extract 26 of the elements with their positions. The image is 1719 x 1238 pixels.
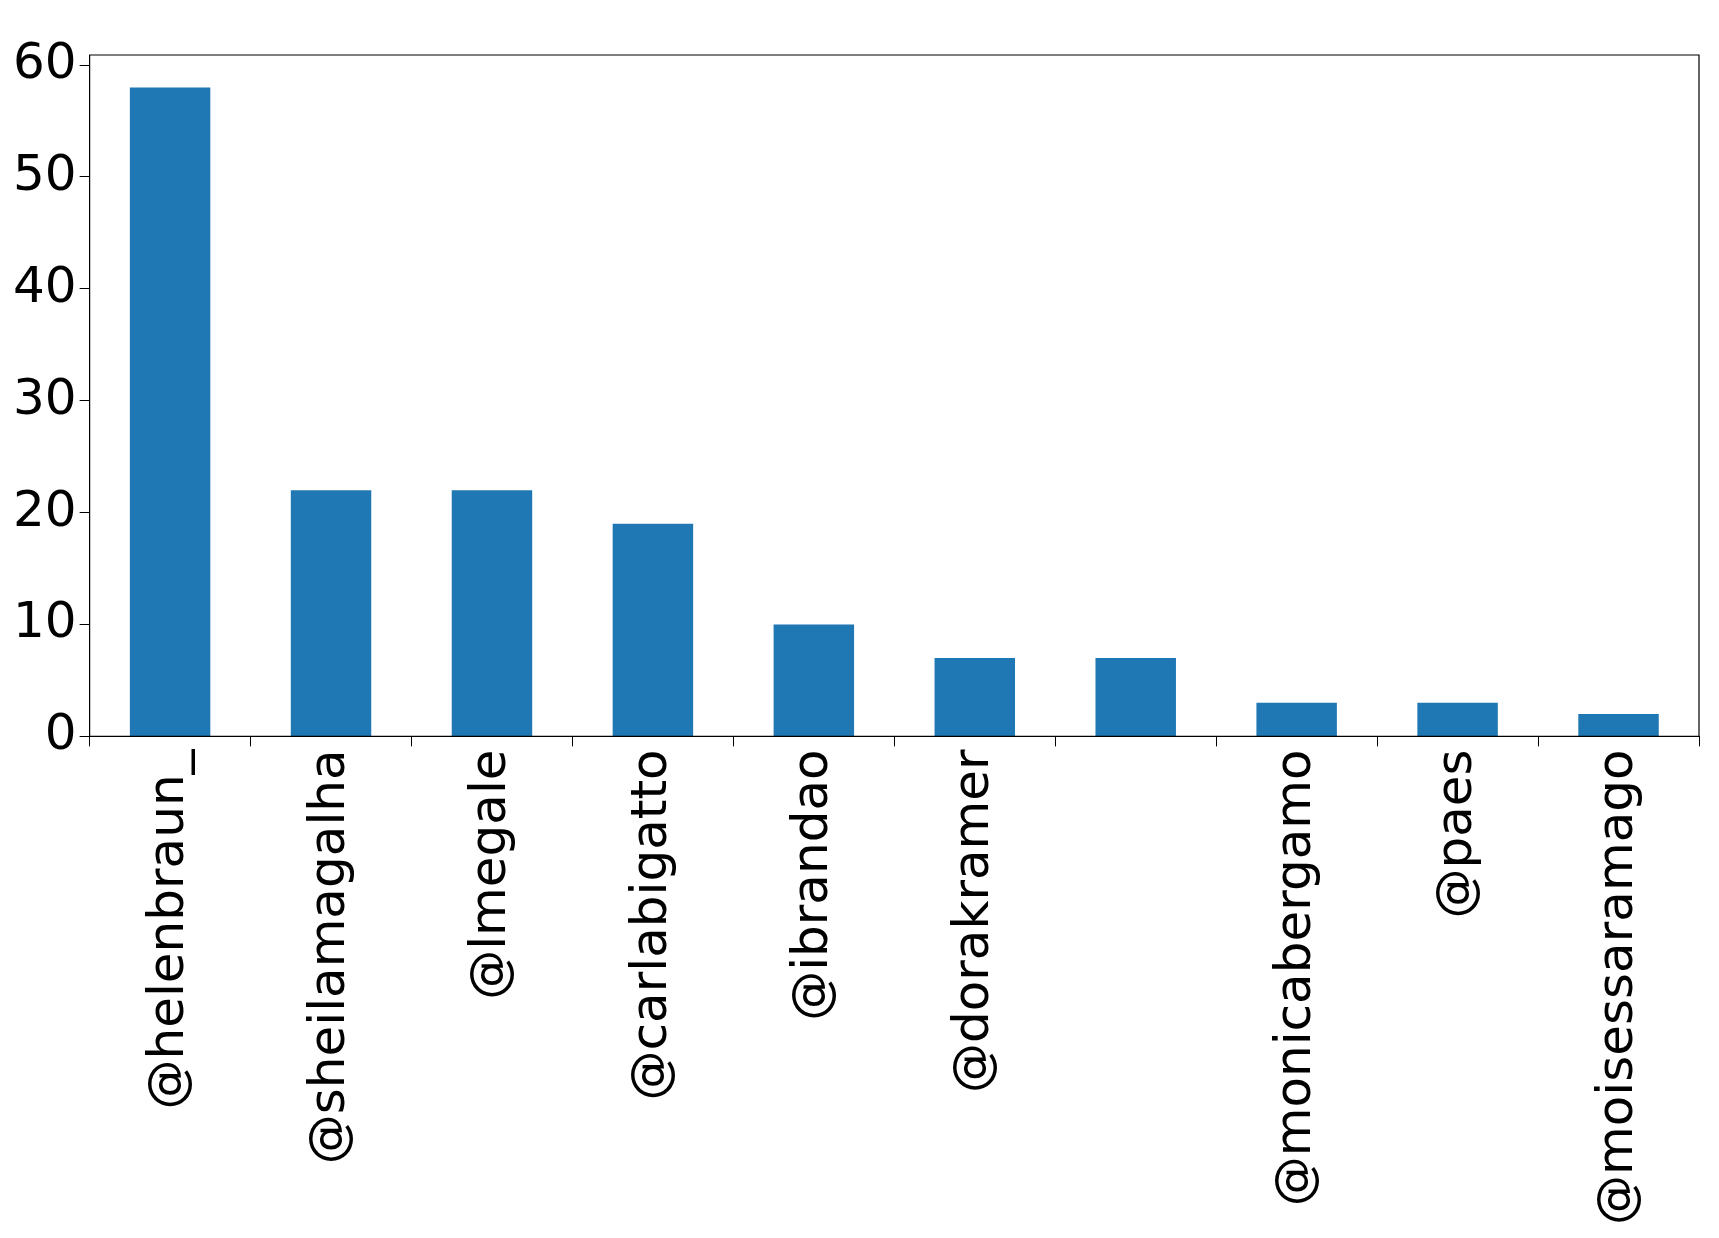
bar xyxy=(1256,702,1337,736)
bar xyxy=(1095,658,1176,736)
y-tick-label: 40 xyxy=(13,255,77,314)
bar xyxy=(934,658,1016,736)
x-tick-label: @ibrandao xyxy=(780,749,839,1021)
x-tick-label: @moisessaramago xyxy=(1585,749,1644,1226)
x-tick-label: @carlabigatto xyxy=(619,749,678,1101)
y-tick-label: 0 xyxy=(44,703,77,762)
bar xyxy=(1578,714,1659,736)
y-tick-label: 60 xyxy=(13,32,77,91)
x-tick-label: @lmegale xyxy=(458,749,517,1000)
bar xyxy=(451,490,533,736)
x-tick-label: @sheilamagalha xyxy=(298,749,357,1165)
y-tick-label: 10 xyxy=(13,591,77,650)
bar xyxy=(1417,702,1498,736)
x-tick-label: @dorakramer xyxy=(941,748,1000,1094)
y-tick-label: 30 xyxy=(13,367,77,426)
bar xyxy=(612,523,694,736)
y-tick-label: 20 xyxy=(13,479,77,538)
y-tick-label: 50 xyxy=(13,143,77,202)
bar xyxy=(773,624,855,736)
bar xyxy=(129,87,211,736)
x-tick-label: @paes xyxy=(1424,749,1483,919)
x-tick-label: @monicabergamo xyxy=(1263,749,1322,1207)
x-tick-label: @helenbraun_ xyxy=(137,748,196,1110)
bar xyxy=(290,490,372,736)
